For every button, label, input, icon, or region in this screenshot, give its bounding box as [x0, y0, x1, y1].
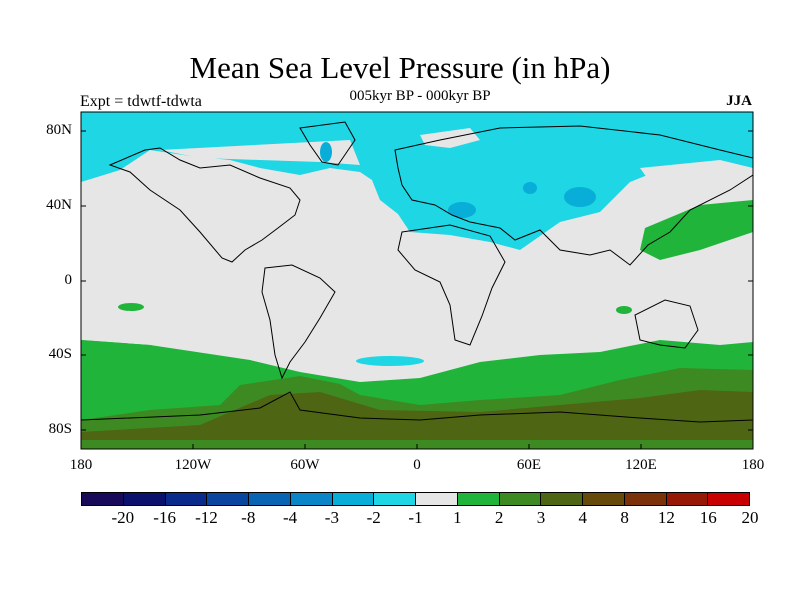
colorbar-swatch [165, 493, 208, 505]
axis-ticks [80, 130, 754, 449]
colorbar-swatch [624, 493, 667, 505]
siberia-neutral [640, 160, 753, 182]
period-subtitle: 005kyr BP - 000kyr BP [349, 88, 491, 104]
antarctic-dark-green-band [81, 390, 753, 440]
colorbar-swatch [207, 493, 249, 505]
north-america-coast [108, 147, 301, 263]
colorbar-label: 8 [620, 508, 629, 527]
north-america-neutral [160, 140, 360, 165]
y-tick-label: 40N [46, 197, 72, 213]
x-tick-label: 60E [516, 457, 542, 473]
colorbar-swatch [123, 493, 166, 505]
colorbar-label: -1 [408, 508, 423, 527]
colorbar-swatch [374, 493, 416, 505]
colorbar-swatch [290, 493, 333, 505]
indian-ocean-green-patch [616, 306, 632, 314]
africa-coast [397, 224, 506, 346]
colorbar-label: -2 [366, 508, 381, 527]
x-tick-label: 180 [741, 457, 765, 473]
colorbar-swatch [499, 493, 542, 505]
southeast-pacific-green [81, 340, 260, 376]
x-tick-label: 120E [625, 457, 657, 473]
eurasia-coast [394, 125, 753, 266]
south-atlantic-cyan-patch [356, 356, 424, 366]
x-tick-label: 180 [69, 457, 93, 473]
colorbar-label: 12 [657, 508, 675, 527]
season-label: JJA [726, 93, 752, 109]
colorbar-label: 2 [494, 508, 504, 527]
colorbar-label: -20 [111, 508, 135, 527]
colorbar-label: -16 [153, 508, 176, 527]
colorbar-label: -4 [282, 508, 298, 527]
equatorial-pacific-green-patch [118, 303, 144, 311]
x-tick-label: 120W [174, 457, 212, 473]
experiment-label: Expt = tdwtf-tdwta [80, 93, 202, 110]
colorbar-swatch [249, 493, 291, 505]
colorbar-swatch [457, 493, 500, 505]
colorbar-swatch [541, 493, 583, 505]
colorbar-swatch [583, 493, 625, 505]
asia-blue-patch-2 [523, 182, 537, 194]
colorbar-swatch [82, 493, 124, 505]
antarctica-coast [81, 391, 753, 423]
x-tick-label: 60W [290, 457, 320, 473]
greenland-coast [299, 121, 356, 166]
colorbar-label: -8 [241, 508, 256, 527]
y-tick-label: 40S [48, 346, 72, 362]
colorbar-label: 3 [536, 508, 546, 527]
colorbar-label: -3 [324, 508, 339, 527]
colorbar [81, 492, 750, 506]
map-field [81, 112, 753, 449]
colorbar-swatch [666, 493, 709, 505]
europe-blue-patch [448, 202, 476, 218]
plot-title: Mean Sea Level Pressure (in hPa) [189, 50, 611, 85]
coastlines [81, 121, 753, 423]
colorbar-swatch [332, 493, 375, 505]
y-tick-label: 80S [48, 421, 72, 437]
y-tick-label: 80N [46, 122, 72, 138]
colorbar-swatch [416, 493, 458, 505]
colorbar-label: -12 [195, 508, 218, 527]
y-tick-label: 0 [64, 272, 73, 288]
north-pacific-green-region [640, 200, 753, 260]
colorbar-label: 4 [578, 508, 588, 527]
australia-coast [634, 299, 699, 349]
colorbar-label: 20 [741, 508, 759, 527]
asia-blue-patch [564, 187, 596, 207]
south-america-coast [261, 264, 336, 380]
x-tick-label: 0 [413, 457, 421, 473]
colorbar-swatch [708, 493, 749, 505]
greenland-blue-patch [320, 142, 332, 162]
colorbar-label: 16 [699, 508, 717, 527]
colorbar-label: 1 [453, 508, 462, 527]
